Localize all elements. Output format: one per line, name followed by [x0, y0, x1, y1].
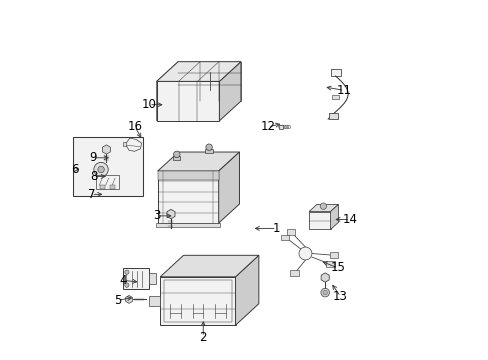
Polygon shape — [235, 255, 258, 325]
Text: 7: 7 — [87, 188, 95, 201]
Bar — [122, 268, 149, 289]
Polygon shape — [125, 296, 132, 303]
Bar — [100, 185, 105, 189]
Circle shape — [173, 151, 180, 158]
Circle shape — [98, 166, 104, 173]
Bar — [149, 273, 156, 284]
Polygon shape — [156, 62, 178, 121]
Circle shape — [320, 203, 326, 210]
Bar — [328, 113, 337, 119]
Text: 8: 8 — [90, 170, 98, 183]
Bar — [278, 125, 282, 129]
Bar — [73, 137, 142, 196]
Circle shape — [124, 283, 129, 287]
Bar — [290, 270, 298, 276]
Text: 9: 9 — [89, 151, 97, 164]
Polygon shape — [156, 81, 219, 121]
Polygon shape — [102, 145, 110, 154]
Polygon shape — [218, 152, 239, 223]
Text: 13: 13 — [332, 290, 347, 303]
Polygon shape — [156, 223, 220, 227]
Polygon shape — [308, 212, 330, 229]
Text: 14: 14 — [342, 213, 357, 226]
Polygon shape — [158, 171, 218, 180]
Bar — [122, 141, 126, 146]
Bar — [281, 235, 288, 240]
Polygon shape — [158, 171, 218, 223]
Polygon shape — [166, 210, 175, 219]
Text: 4: 4 — [119, 274, 127, 287]
Circle shape — [94, 162, 108, 177]
Circle shape — [320, 288, 329, 297]
Bar — [96, 175, 119, 189]
Text: 15: 15 — [329, 261, 345, 274]
Polygon shape — [308, 204, 338, 212]
Circle shape — [205, 144, 212, 150]
Bar — [205, 149, 212, 153]
Text: 10: 10 — [142, 98, 156, 111]
Text: 3: 3 — [153, 210, 161, 222]
Text: 11: 11 — [336, 84, 351, 97]
Text: 5: 5 — [114, 294, 122, 307]
Circle shape — [124, 270, 129, 274]
Polygon shape — [160, 277, 235, 325]
Text: 16: 16 — [127, 120, 142, 133]
Polygon shape — [178, 62, 241, 101]
Polygon shape — [156, 62, 241, 81]
Text: 2: 2 — [199, 330, 206, 343]
Circle shape — [323, 291, 326, 295]
Polygon shape — [125, 138, 142, 151]
Text: 1: 1 — [272, 222, 280, 235]
Bar — [329, 252, 338, 258]
Polygon shape — [158, 152, 239, 171]
Polygon shape — [321, 273, 328, 282]
Bar — [286, 229, 295, 235]
Polygon shape — [219, 62, 241, 121]
Bar — [325, 261, 334, 267]
Text: 6: 6 — [71, 163, 78, 176]
Bar — [110, 185, 115, 189]
Polygon shape — [149, 296, 160, 306]
Polygon shape — [330, 204, 338, 229]
Bar — [332, 95, 338, 99]
Bar — [173, 156, 180, 160]
Polygon shape — [160, 255, 258, 277]
Text: 12: 12 — [260, 121, 275, 134]
Bar — [330, 69, 340, 76]
Circle shape — [298, 247, 311, 260]
